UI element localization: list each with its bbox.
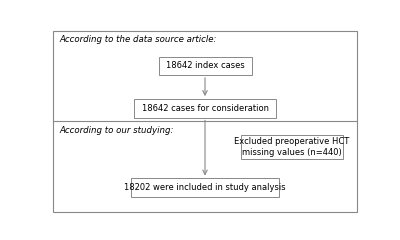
- Text: According to the data source article:: According to the data source article:: [59, 35, 217, 44]
- Text: 18202 were included in study analysis: 18202 were included in study analysis: [124, 183, 286, 192]
- Bar: [131, 179, 279, 197]
- Bar: [241, 135, 343, 159]
- Bar: [134, 99, 276, 118]
- Text: Excluded preoperative HCT
missing values (n=440): Excluded preoperative HCT missing values…: [234, 137, 350, 157]
- Bar: [158, 57, 252, 75]
- Text: 18642 index cases: 18642 index cases: [166, 61, 244, 70]
- Text: According to our studying:: According to our studying:: [59, 126, 174, 135]
- Text: 18642 cases for consideration: 18642 cases for consideration: [142, 104, 268, 113]
